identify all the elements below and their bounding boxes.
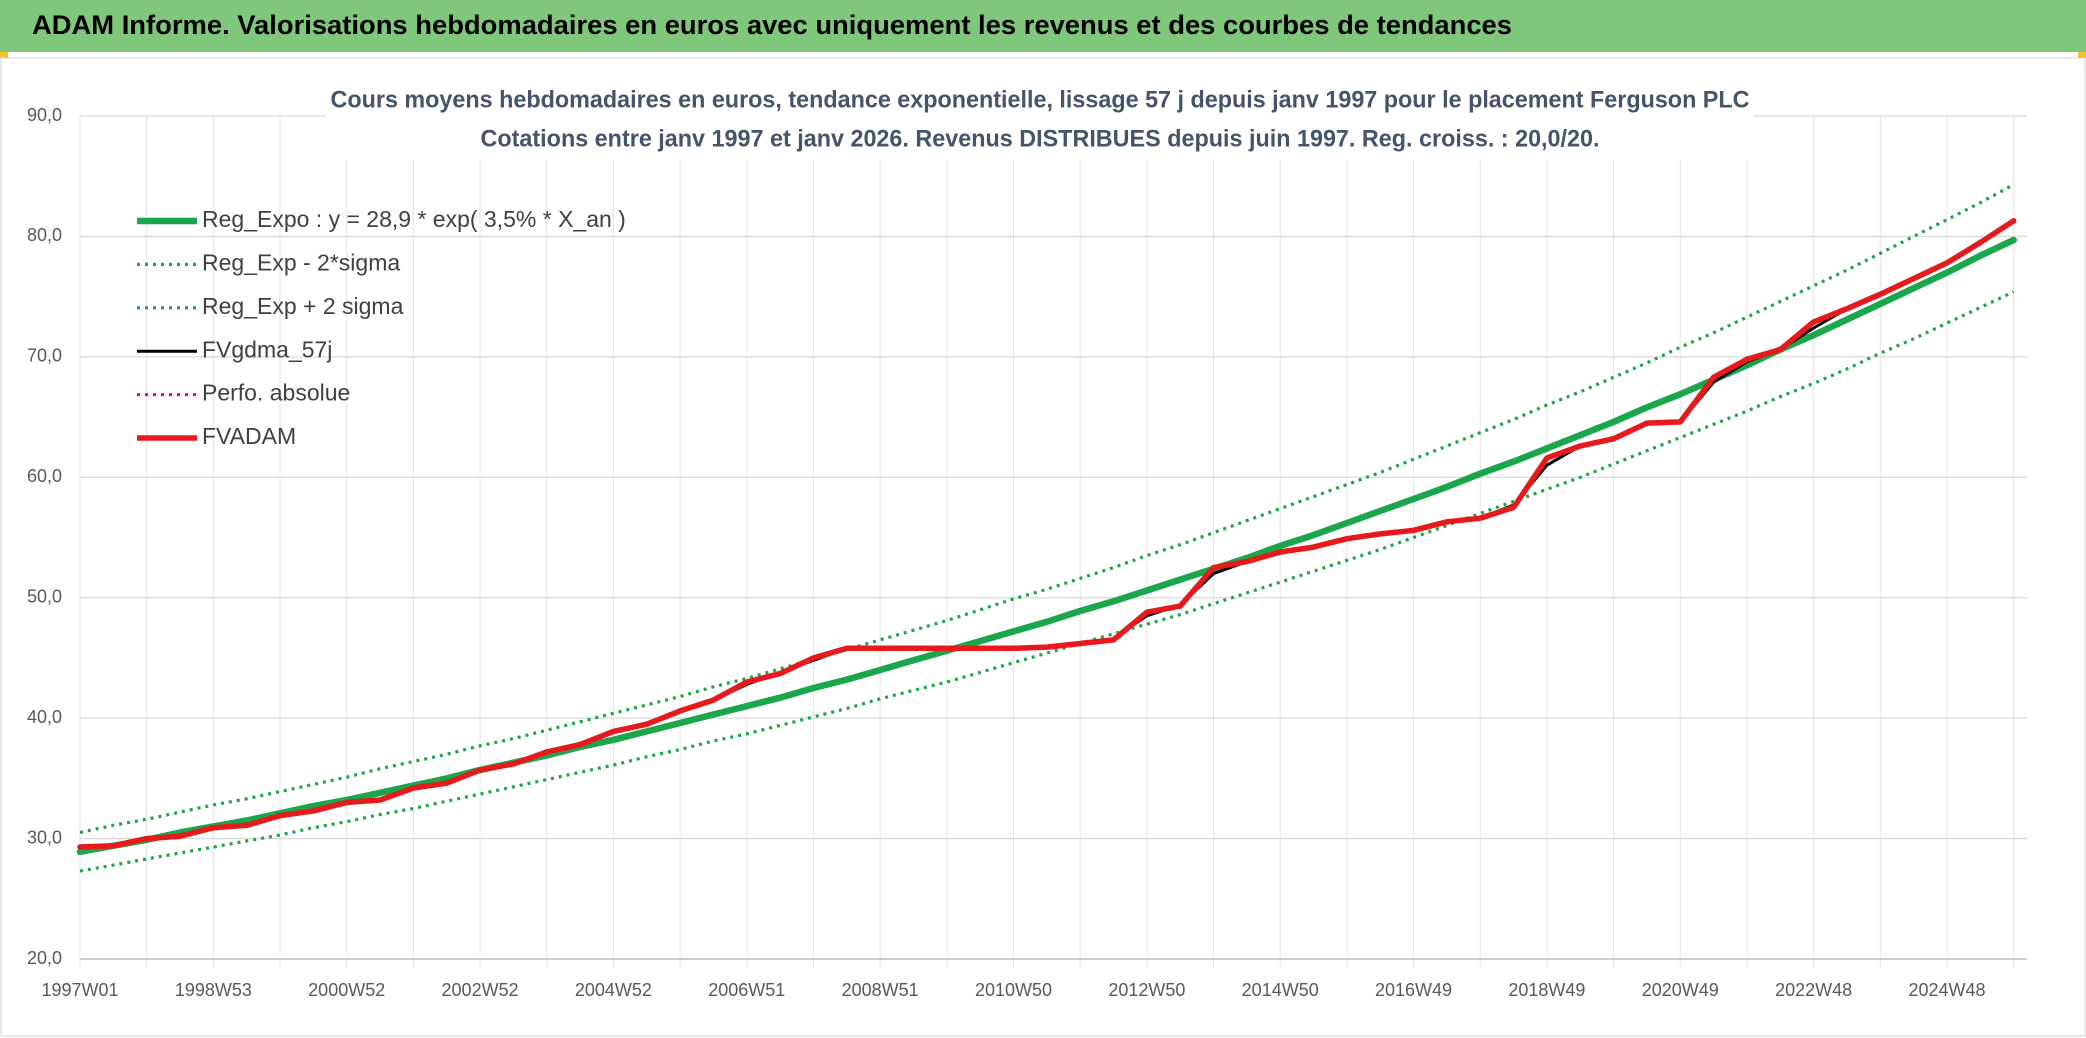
chart-title: Cotations entre janv 1997 et janv 2026. … [481, 125, 1600, 152]
y-tick-label: 60,0 [27, 466, 62, 486]
series-line [77, 218, 2017, 850]
y-tick-label: 40,0 [27, 707, 62, 727]
y-tick-label: 80,0 [27, 225, 62, 245]
x-tick-label: 2006W51 [708, 980, 785, 1000]
header-title: ADAM Informe. Valorisations hebdomadaire… [32, 10, 1512, 40]
x-tick-label: 2022W48 [1775, 980, 1852, 1000]
x-tick-label: 2008W51 [842, 980, 919, 1000]
x-tick-label: 2004W52 [575, 980, 652, 1000]
y-tick-label: 50,0 [27, 586, 62, 606]
series-line [76, 236, 2017, 856]
x-tick-label: 2002W52 [442, 980, 519, 1000]
legend-label: FVgdma_57j [202, 336, 332, 362]
legend-label: Reg_Exp - 2*sigma [202, 249, 400, 275]
y-tick-label: 90,0 [27, 105, 62, 125]
chart-title: Cours moyens hebdomadaires en euros, ten… [331, 86, 1750, 113]
legend-label: Reg_Expo : y = 28,9 * exp( 3,5% * X_an ) [202, 206, 626, 232]
corner-mark [2078, 52, 2086, 58]
legend-label: FVADAM [202, 423, 296, 449]
x-tick-label: 2012W50 [1108, 980, 1185, 1000]
x-tick-label: 2014W50 [1242, 980, 1319, 1000]
legend-label: Reg_Exp + 2 sigma [202, 293, 404, 319]
title-box [326, 82, 1753, 160]
series-line [79, 290, 2015, 873]
y-tick-label: 70,0 [27, 346, 62, 366]
x-tick-label: 1998W53 [175, 980, 252, 1000]
x-tick-label: 2010W50 [975, 980, 1052, 1000]
x-tick-label: 2024W48 [1908, 980, 1985, 1000]
y-tick-label: 20,0 [27, 948, 62, 968]
y-tick-label: 30,0 [27, 827, 62, 847]
chart-border [0, 57, 2086, 1037]
x-tick-label: 1997W01 [41, 980, 118, 1000]
x-tick-label: 2000W52 [308, 980, 385, 1000]
header-bar [0, 0, 2086, 52]
series-line [79, 183, 2015, 835]
corner-mark [0, 52, 8, 58]
x-tick-label: 2018W49 [1508, 980, 1585, 1000]
x-tick-label: 2016W49 [1375, 980, 1452, 1000]
x-tick-label: 2020W49 [1642, 980, 1719, 1000]
legend-label: Perfo. absolue [202, 380, 350, 406]
